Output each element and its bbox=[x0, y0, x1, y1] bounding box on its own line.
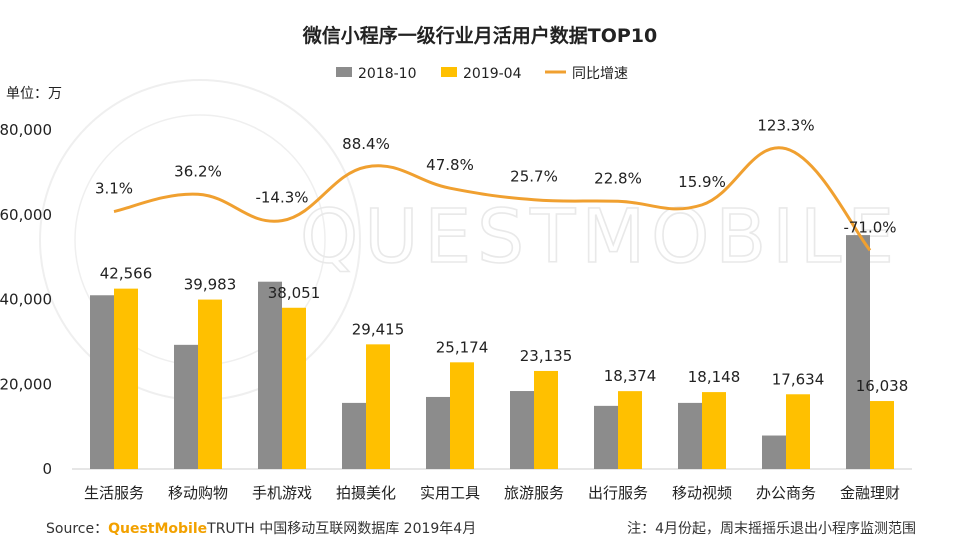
footnote: 注：4月份起，周末摇摇乐退出小程序监测范围 bbox=[627, 521, 916, 537]
growth-value-label: 25.7% bbox=[510, 168, 558, 186]
growth-value-label: 36.2% bbox=[174, 162, 222, 180]
y-tick-label: 20,000 bbox=[0, 375, 52, 393]
legend-label-2018-10: 2018-10 bbox=[358, 66, 417, 82]
bar-2018-10 bbox=[594, 405, 618, 469]
watermark: QUESTMOBILE bbox=[39, 79, 900, 401]
bar-2019-04 bbox=[786, 394, 810, 469]
legend-label-growth: 同比增速 bbox=[572, 66, 628, 82]
growth-labels: 3.1% 36.2% -14.3% 88.4% 47.8% 25.7% 22.8% 15.9%… bbox=[95, 117, 897, 237]
category-label: 旅游服务 bbox=[504, 484, 564, 502]
bars bbox=[90, 235, 894, 469]
source-line: Source：QuestMobileTRUTH 中国移动互联网数据库 2019年… bbox=[46, 518, 476, 538]
bar-value-label: 18,374 bbox=[604, 367, 657, 385]
bar-value-label: 38,051 bbox=[268, 284, 321, 302]
category-label: 移动购物 bbox=[168, 484, 228, 502]
bar-value-label: 25,174 bbox=[436, 338, 489, 356]
category-label: 实用工具 bbox=[420, 484, 480, 502]
bar-value-label: 23,135 bbox=[520, 347, 573, 365]
growth-value-label: 47.8% bbox=[426, 156, 474, 174]
source-text: TRUTH 中国移动互联网数据库 2019年4月 bbox=[207, 521, 477, 537]
legend-swatch-2019-04 bbox=[441, 67, 457, 77]
category-label: 移动视频 bbox=[672, 484, 732, 502]
source-label: Source： bbox=[46, 521, 109, 537]
category-label: 手机游戏 bbox=[252, 484, 312, 502]
bar-2018-10 bbox=[510, 391, 534, 469]
category-label: 生活服务 bbox=[84, 484, 144, 502]
growth-value-label: 123.3% bbox=[757, 117, 814, 135]
bar-2018-10 bbox=[90, 295, 114, 469]
growth-value-label: 22.8% bbox=[594, 169, 642, 187]
growth-value-label: -71.0% bbox=[843, 218, 896, 236]
y-axis: 0 20,000 40,000 60,000 80,000 bbox=[0, 121, 52, 478]
y-tick-label: 0 bbox=[42, 460, 52, 478]
unit-label: 单位：万 bbox=[6, 86, 62, 102]
bar-2019-04 bbox=[702, 392, 726, 469]
bar-2019-04 bbox=[198, 299, 222, 469]
footer: Source：QuestMobileTRUTH 中国移动互联网数据库 2019年… bbox=[0, 510, 960, 552]
bar-2019-04 bbox=[870, 401, 894, 469]
bar-value-label: 39,983 bbox=[184, 276, 237, 294]
bar-2018-10 bbox=[846, 235, 870, 469]
growth-value-label: 15.9% bbox=[678, 173, 726, 191]
bar-2019-04 bbox=[618, 391, 642, 469]
growth-value-label: -14.3% bbox=[255, 189, 308, 207]
chart-title: 微信小程序一级行业月活用户数据TOP10 bbox=[302, 24, 657, 47]
category-label: 出行服务 bbox=[588, 484, 648, 502]
category-labels: 生活服务 移动购物 手机游戏 拍摄美化 实用工具 旅游服务 出行服务 移动视频 办公商务 金融理财 bbox=[84, 484, 900, 502]
legend-label-2019-04: 2019-04 bbox=[463, 66, 522, 82]
bar-2018-10 bbox=[258, 281, 282, 469]
bar-2018-10 bbox=[342, 402, 366, 469]
bar-2018-10 bbox=[762, 435, 786, 469]
bar-2018-10 bbox=[426, 396, 450, 469]
y-tick-label: 80,000 bbox=[0, 121, 52, 139]
chart-canvas: QUESTMOBILE 微信小程序一级行业月活用户数据TOP10 2018-10… bbox=[0, 24, 912, 502]
growth-value-label: 3.1% bbox=[95, 180, 133, 198]
category-label: 拍摄美化 bbox=[336, 484, 396, 502]
watermark-text: QUESTMOBILE bbox=[300, 194, 900, 280]
bar-2019-04 bbox=[450, 362, 474, 469]
legend: 2018-10 2019-04 同比增速 bbox=[336, 66, 628, 82]
bar-2019-04 bbox=[282, 307, 306, 469]
bar-2018-10 bbox=[174, 344, 198, 469]
bar-2019-04 bbox=[114, 288, 138, 469]
bar-2019-04 bbox=[534, 370, 558, 469]
growth-value-label: 88.4% bbox=[342, 135, 390, 153]
bar-labels: 42,566 39,983 38,051 29,415 25,174 23,135 18,3… bbox=[100, 265, 909, 395]
bar-2018-10 bbox=[678, 402, 702, 469]
bar-value-label: 29,415 bbox=[352, 320, 405, 338]
growth-line bbox=[113, 146, 872, 252]
bar-value-label: 16,038 bbox=[856, 377, 909, 395]
y-tick-label: 60,000 bbox=[0, 206, 52, 224]
bar-value-label: 42,566 bbox=[100, 265, 153, 283]
bar-2019-04 bbox=[366, 344, 390, 469]
category-label: 金融理财 bbox=[840, 484, 900, 502]
source-brand: QuestMobile bbox=[108, 521, 208, 537]
legend-swatch-2018-10 bbox=[336, 67, 352, 77]
bar-value-label: 17,634 bbox=[772, 370, 825, 388]
category-label: 办公商务 bbox=[756, 484, 816, 502]
bar-value-label: 18,148 bbox=[688, 368, 741, 386]
y-tick-label: 40,000 bbox=[0, 291, 52, 309]
